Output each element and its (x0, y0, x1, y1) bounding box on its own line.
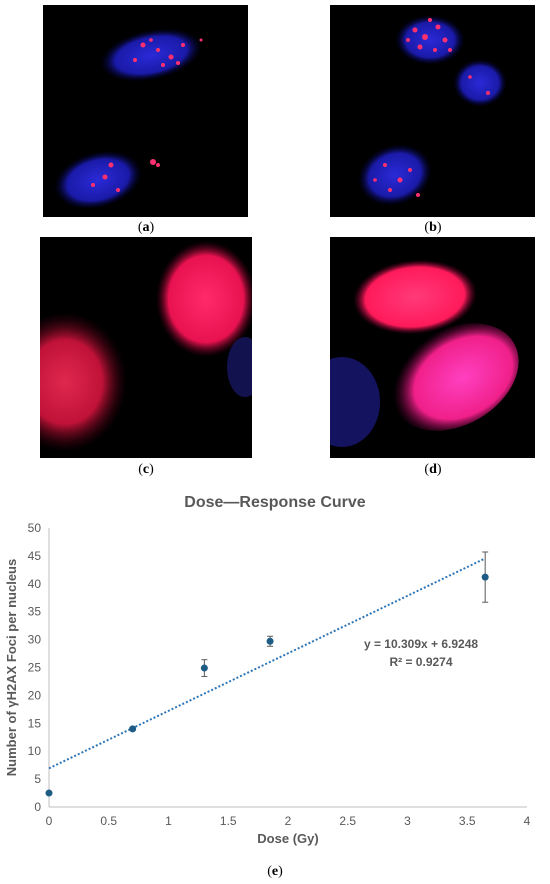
y-tick-label: 50 (28, 521, 42, 535)
micrograph-panel-d (330, 237, 535, 458)
chart-title: Dose—Response Curve (184, 494, 365, 511)
x-tick-label: 0 (46, 814, 53, 828)
y-tick-label: 5 (34, 772, 41, 786)
y-tick-label: 45 (28, 549, 42, 563)
data-point (45, 789, 53, 797)
y-tick-label: 20 (28, 688, 42, 702)
x-tick-label: 2 (285, 814, 292, 828)
caption-a: (a) (137, 220, 155, 235)
y-tick-label: 25 (28, 661, 42, 675)
y-tick-label: 15 (28, 716, 42, 730)
data-point (481, 573, 489, 581)
x-tick-label: 0.5 (100, 814, 117, 828)
data-point (266, 637, 274, 645)
x-tick-label: 2.5 (339, 814, 356, 828)
y-tick-label: 35 (28, 605, 42, 619)
micrograph-d-image (330, 259, 519, 447)
micrograph-a-image (53, 28, 203, 210)
x-tick-label: 1 (165, 814, 172, 828)
x-axis-label: Dose (Gy) (257, 831, 318, 846)
y-tick-label: 40 (28, 577, 42, 591)
r-squared-label: R² = 0.9274 (389, 655, 452, 669)
trendline-equation: y = 10.309x + 6.9248 (364, 637, 478, 651)
micrograph-b-image (357, 15, 507, 207)
caption-c: (c) (138, 462, 154, 477)
x-tick-label: 4 (524, 814, 531, 828)
y-tick-label: 30 (28, 633, 42, 647)
y-axis-label: Number of γH2AX Foci per nucleus (4, 559, 19, 776)
caption-b: (b) (424, 220, 442, 235)
trendline (48, 557, 486, 770)
micrograph-c-image (40, 241, 252, 452)
data-point (200, 664, 208, 672)
micrograph-panel-c (40, 237, 252, 458)
y-tick-label: 10 (28, 744, 42, 758)
x-tick-label: 1.5 (220, 814, 237, 828)
micrograph-panel-a (43, 5, 248, 217)
y-tick-label: 0 (34, 800, 41, 814)
dose-response-chart: Dose—Response Curve 05101520253035404550… (4, 494, 531, 846)
micrograph-panel-b (330, 5, 535, 217)
caption-e: (e) (267, 864, 283, 879)
caption-d: (d) (424, 462, 442, 477)
x-tick-label: 3 (404, 814, 411, 828)
data-point (129, 725, 137, 733)
x-tick-label: 3.5 (459, 814, 476, 828)
